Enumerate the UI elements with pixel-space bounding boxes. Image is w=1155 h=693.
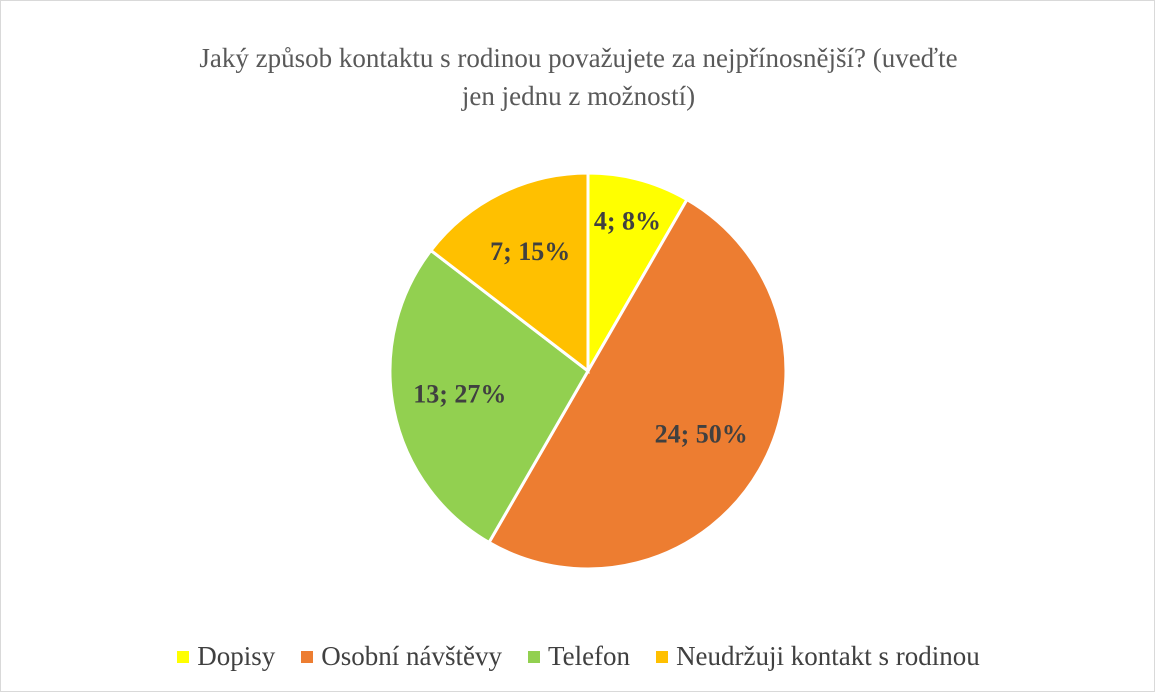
legend-item: Osobní návštěvy <box>301 641 502 672</box>
chart-title: Jaký způsob kontaktu s rodinou považujet… <box>199 43 958 111</box>
data-label: 7; 15% <box>490 237 570 266</box>
legend: Dopisy Osobní návštěvy Telefon Neudržuji ko… <box>1 641 1155 672</box>
legend-swatch <box>527 650 540 663</box>
legend-swatch <box>177 650 190 663</box>
pie-slice <box>388 248 590 545</box>
pie-slice <box>486 197 788 571</box>
legend-label: Telefon <box>547 641 631 671</box>
data-label: 13; 27% <box>413 379 506 408</box>
data-label: 24; 50% <box>655 419 748 448</box>
legend-label: Osobní návštěvy <box>321 641 502 671</box>
legend-label: Neudržuji kontakt s rodinou <box>676 641 980 671</box>
legend-swatch <box>301 650 314 663</box>
pie-slice <box>428 171 590 375</box>
pie-slice <box>586 171 690 377</box>
legend-item: Dopisy <box>177 641 275 672</box>
data-label: 4; 8% <box>594 207 661 236</box>
legend-item: Telefon <box>527 641 631 672</box>
legend-item: Neudržuji kontakt s rodinou <box>656 641 980 672</box>
legend-swatch <box>656 650 669 663</box>
legend-label: Dopisy <box>197 641 276 671</box>
